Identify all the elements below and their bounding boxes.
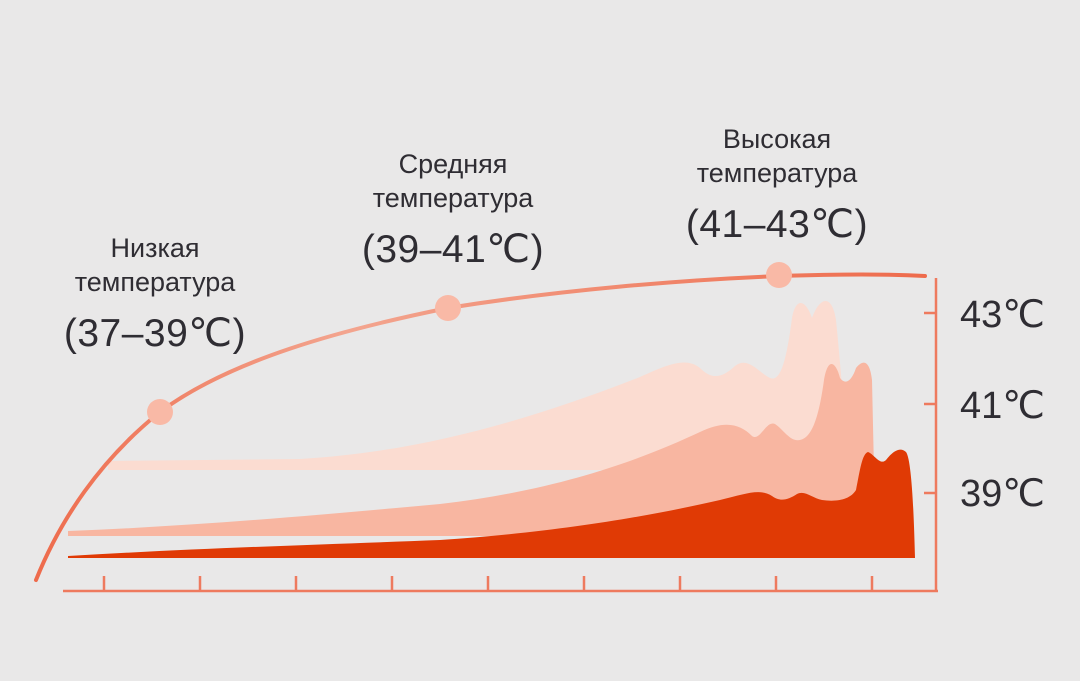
zone-label-low: Низкая температура (37–39℃) (30, 232, 280, 358)
zone-label-high: Высокая температура (41–43℃) (652, 123, 902, 249)
zone-name-medium: Средняя температура (372, 149, 534, 213)
zone-range-medium: (39–41℃) (361, 227, 545, 271)
y-label-39: 39℃ (960, 473, 1045, 515)
zone-label-medium: Средняя температура (39–41℃) (328, 148, 578, 274)
x-axis-ticks (102, 576, 874, 591)
band-low-temperature (68, 449, 915, 558)
zone-name-low: Низкая температура (74, 233, 236, 297)
y-label-43: 43℃ (960, 294, 1045, 336)
marker-medium-temperature (435, 295, 461, 321)
marker-low-temperature (147, 399, 173, 425)
band-medium-temperature (68, 362, 874, 536)
band-high-temperature (108, 301, 850, 470)
zone-name-high: Высокая температура (696, 124, 858, 188)
zone-range-high: (41–43℃) (685, 202, 869, 246)
marker-high-temperature (766, 262, 792, 288)
zone-range-low: (37–39℃) (63, 311, 247, 355)
y-label-41: 41℃ (960, 385, 1045, 427)
